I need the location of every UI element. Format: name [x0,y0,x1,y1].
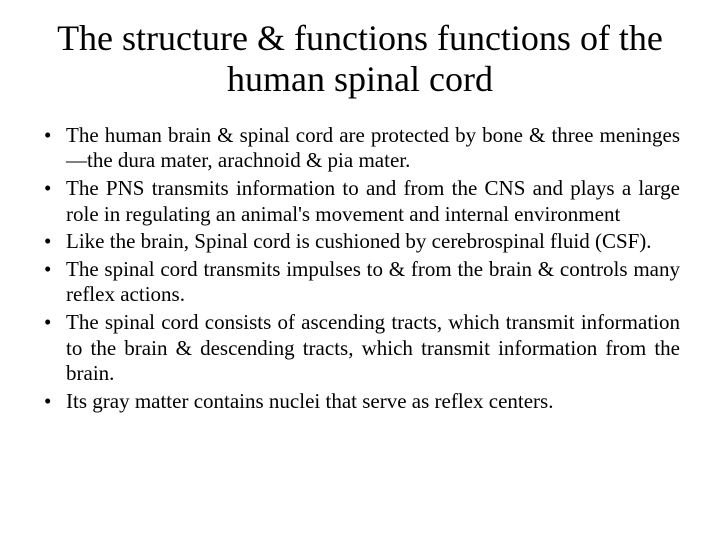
bullet-list: The human brain & spinal cord are protec… [40,123,680,415]
list-item: The spinal cord transmits impulses to & … [40,257,680,308]
list-item: Its gray matter contains nuclei that ser… [40,389,680,415]
list-item: The PNS transmits information to and fro… [40,176,680,227]
list-item: The human brain & spinal cord are protec… [40,123,680,174]
list-item: Like the brain, Spinal cord is cushioned… [40,229,680,255]
list-item: The spinal cord consists of ascending tr… [40,310,680,387]
page-title: The structure & functions functions of t… [40,18,680,101]
